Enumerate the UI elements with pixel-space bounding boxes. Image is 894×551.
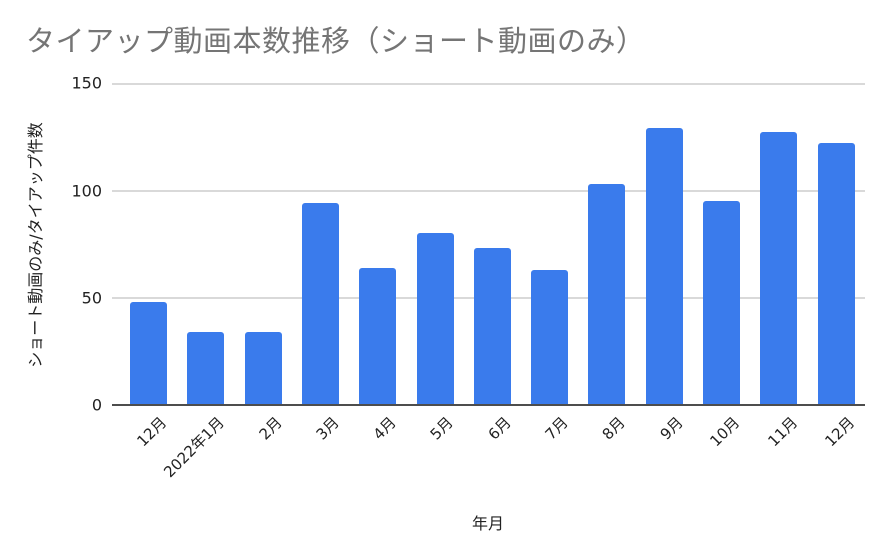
x-tick-label: 7月	[541, 413, 572, 444]
bar[interactable]	[301, 203, 339, 405]
x-tick-label: 6月	[484, 413, 515, 444]
bar[interactable]	[187, 332, 225, 405]
bar[interactable]	[130, 301, 167, 405]
bar[interactable]	[531, 269, 569, 405]
y-axis-label: ショート動画のみ/タイアップ件数	[26, 122, 45, 368]
x-tick-label: 9月	[656, 413, 687, 444]
x-tick-label: 5月	[427, 413, 458, 444]
x-tick-label: 12月	[821, 413, 859, 451]
bar[interactable]	[473, 248, 511, 405]
x-axis-label: 年月	[471, 514, 505, 533]
x-axis-baseline	[112, 404, 865, 406]
x-tick-label: 3月	[312, 413, 343, 444]
bar[interactable]	[416, 233, 454, 405]
bar[interactable]	[244, 332, 282, 405]
x-tick-label: 12月	[133, 413, 171, 451]
plot-area	[112, 83, 865, 406]
x-tick-label: 2月	[255, 413, 286, 444]
y-tick-0: 0	[91, 395, 102, 415]
y-tick-100: 100	[71, 181, 102, 201]
x-tick-label: 11月	[764, 413, 801, 451]
bar[interactable]	[817, 143, 855, 405]
y-tick-150: 150	[71, 73, 102, 93]
bar[interactable]	[588, 183, 626, 405]
bar[interactable]	[703, 201, 740, 405]
x-tick-label: 10月	[706, 413, 744, 451]
gridline-100	[112, 190, 865, 192]
bar[interactable]	[359, 267, 397, 405]
chart-title: タイアップ動画本数推移（ショート動画のみ）	[26, 24, 646, 58]
x-tick-label: 4月	[369, 413, 400, 444]
bar[interactable]	[760, 132, 798, 405]
x-tick-label: 8月	[598, 413, 630, 444]
bar[interactable]	[645, 128, 683, 405]
gridline-150	[112, 83, 865, 85]
x-tick-label: 2022年1月	[160, 413, 228, 482]
y-tick-50: 50	[81, 288, 102, 308]
